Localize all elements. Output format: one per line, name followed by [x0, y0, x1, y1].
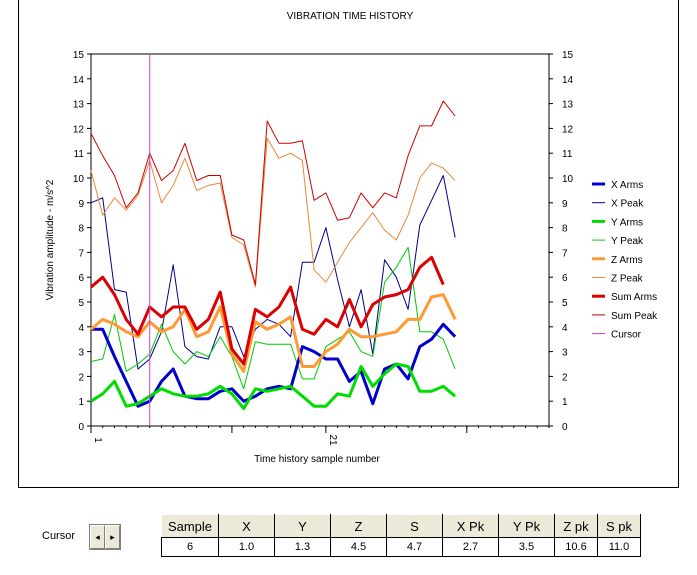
value-z-pk: 10.6: [554, 537, 598, 557]
y-axis-label: Vibration amplitude - m/s^2: [45, 179, 56, 300]
results-header-row: Sample X Y Z S X Pk Y Pk Z pk S pk: [161, 514, 641, 538]
cursor-stepper[interactable]: ◂ ▸: [89, 524, 121, 550]
header-z: Z: [330, 514, 387, 538]
y-tick-label-right: 4: [562, 323, 568, 334]
y-tick-label-left: 9: [78, 199, 84, 210]
y-tick-label-left: 14: [73, 75, 85, 86]
series-line-z-peak: [90, 137, 456, 288]
y-tick-label-right: 10: [562, 174, 574, 185]
value-z: 4.5: [330, 537, 387, 557]
header-x: X: [218, 514, 275, 538]
y-tick-label-right: 14: [562, 75, 574, 86]
legend-label-cursor: Cursor: [611, 330, 642, 341]
y-tick-label-left: 2: [78, 372, 84, 383]
header-s-pk: S pk: [597, 514, 641, 538]
legend-label-sum-arms: Sum Arms: [611, 292, 657, 303]
series-line-y-peak: [90, 246, 456, 390]
y-tick-label-left: 13: [73, 100, 85, 111]
y-tick-label-right: 12: [562, 124, 574, 135]
y-tick-label-right: 1: [562, 397, 568, 408]
header-y-pk: Y Pk: [498, 514, 555, 538]
value-x: 1.0: [218, 537, 275, 557]
y-tick-label-left: 10: [73, 174, 85, 185]
y-tick-label-right: 7: [562, 248, 568, 259]
value-s-pk: 11.0: [597, 537, 641, 557]
legend-label-x-peak: X Peak: [611, 199, 644, 210]
legend-label-sum-peak: Sum Peak: [611, 311, 658, 322]
series-line-y-arms: [90, 362, 457, 411]
header-sample: Sample: [161, 514, 219, 538]
value-s: 4.7: [386, 537, 443, 557]
y-tick-label-left: 3: [78, 348, 84, 359]
y-tick-label-right: 0: [562, 422, 568, 433]
series-line-z-arms: [90, 293, 457, 373]
y-tick-label-right: 8: [562, 224, 568, 235]
y-tick-label-left: 7: [78, 248, 84, 259]
value-sample: 6: [161, 537, 219, 557]
y-tick-label-left: 0: [78, 422, 84, 433]
header-s: S: [386, 514, 443, 538]
series-line-x-peak: [90, 175, 456, 370]
legend: X Arms X Peak Y Arms Y Peak Z Arms Z Peak Sum …: [592, 180, 658, 341]
legend-label-y-peak: Y Peak: [611, 236, 644, 247]
y-tick-label-right: 5: [562, 298, 568, 309]
header-z-pk: Z pk: [554, 514, 598, 538]
y-tick-label-right: 2: [562, 372, 568, 383]
y-tick-label-right: 6: [562, 273, 568, 284]
y-tick-label-left: 4: [78, 323, 84, 334]
y-tick-label-right: 13: [562, 100, 574, 111]
plot-area: [90, 53, 550, 427]
cursor-next-button[interactable]: ▸: [105, 525, 120, 549]
y-tick-label-left: 11: [74, 149, 85, 160]
value-y-pk: 3.5: [498, 537, 555, 557]
value-y: 1.3: [274, 537, 331, 557]
legend-label-z-arms: Z Arms: [611, 255, 643, 266]
legend-label-y-arms: Y Arms: [611, 217, 643, 228]
results-table: Sample X Y Z S X Pk Y Pk Z pk S pk 6 1.0…: [161, 514, 641, 557]
series-line-sum-arms: [90, 255, 445, 366]
header-x-pk: X Pk: [442, 514, 499, 538]
series-line-sum-peak: [90, 100, 456, 286]
y-tick-label-right: 3: [562, 348, 568, 359]
legend-label-x-arms: X Arms: [611, 180, 643, 191]
vibration-chart: VIBRATION TIME HISTORY 0 01 12 23 34 45 56 67 78…: [45, 11, 658, 465]
x-axis-label: Time history sample number: [254, 454, 380, 465]
results-value-row: 6 1.0 1.3 4.5 4.7 2.7 3.5 10.6 11.0: [161, 537, 641, 557]
chart-frame: [18, 0, 679, 488]
cursor-prev-button[interactable]: ◂: [90, 525, 105, 549]
y-tick-label-left: 1: [78, 397, 84, 408]
y-tick-label-left: 15: [73, 50, 85, 61]
x-tick-label: 21: [327, 434, 338, 446]
cursor-label: Cursor: [42, 530, 76, 542]
y-tick-label-left: 6: [78, 273, 84, 284]
y-tick-label-left: 8: [78, 224, 84, 235]
y-tick-label-left: 12: [73, 124, 85, 135]
y-tick-label-right: 11: [562, 149, 573, 160]
y-tick-label-right: 9: [562, 199, 568, 210]
x-tick-label: 1: [92, 437, 103, 443]
y-tick-label-left: 5: [78, 298, 84, 309]
header-y: Y: [274, 514, 331, 538]
y-tick-label-right: 15: [562, 50, 574, 61]
legend-label-z-peak: Z Peak: [611, 274, 644, 285]
value-x-pk: 2.7: [442, 537, 499, 557]
chart-title: VIBRATION TIME HISTORY: [287, 11, 414, 22]
